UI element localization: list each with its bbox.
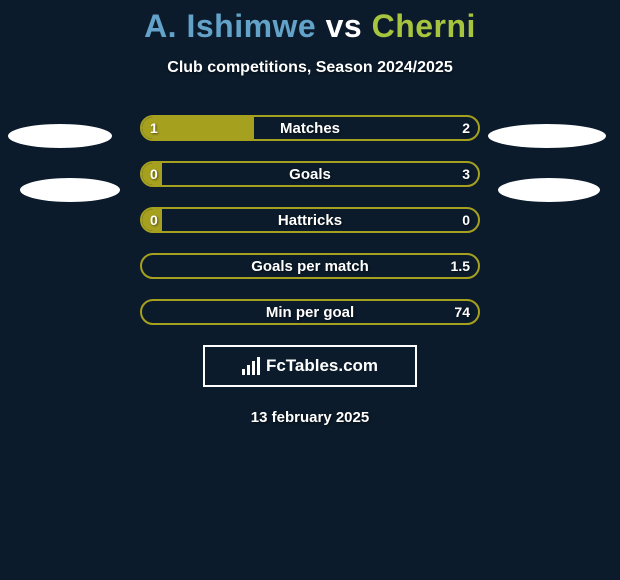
badge-text: FcTables.com bbox=[266, 356, 378, 376]
stat-bar-frame bbox=[140, 207, 480, 233]
stat-bar-frame bbox=[140, 299, 480, 325]
stat-bar-frame bbox=[140, 161, 480, 187]
stat-bar-frame bbox=[140, 115, 480, 141]
stat-value-right: 0 bbox=[462, 207, 470, 233]
subtitle: Club competitions, Season 2024/2025 bbox=[0, 59, 620, 77]
page-title: A. Ishimwe vs Cherni bbox=[0, 0, 620, 45]
stat-value-left: 1 bbox=[150, 115, 158, 141]
stat-value-right: 3 bbox=[462, 161, 470, 187]
stat-value-right: 2 bbox=[462, 115, 470, 141]
stat-row: Goals per match1.5 bbox=[140, 253, 480, 279]
stat-value-left: 0 bbox=[150, 161, 158, 187]
stat-bar-fill bbox=[142, 117, 254, 139]
stat-value-left: 0 bbox=[150, 207, 158, 233]
stat-value-right: 74 bbox=[454, 299, 470, 325]
stat-row: Min per goal74 bbox=[140, 299, 480, 325]
title-vs: vs bbox=[326, 8, 363, 44]
comparison-infographic: A. Ishimwe vs Cherni Club competitions, … bbox=[0, 0, 620, 580]
stat-bar-frame bbox=[140, 253, 480, 279]
stat-row: Hattricks00 bbox=[140, 207, 480, 233]
stats-chart: Matches12Goals03Hattricks00Goals per mat… bbox=[0, 115, 620, 325]
title-player1: A. Ishimwe bbox=[144, 8, 316, 44]
fctables-badge: FcTables.com bbox=[203, 345, 417, 387]
stat-row: Matches12 bbox=[140, 115, 480, 141]
bar-chart-icon bbox=[242, 357, 260, 375]
date-text: 13 february 2025 bbox=[0, 409, 620, 426]
stat-value-right: 1.5 bbox=[451, 253, 470, 279]
title-player2: Cherni bbox=[372, 8, 476, 44]
stat-row: Goals03 bbox=[140, 161, 480, 187]
